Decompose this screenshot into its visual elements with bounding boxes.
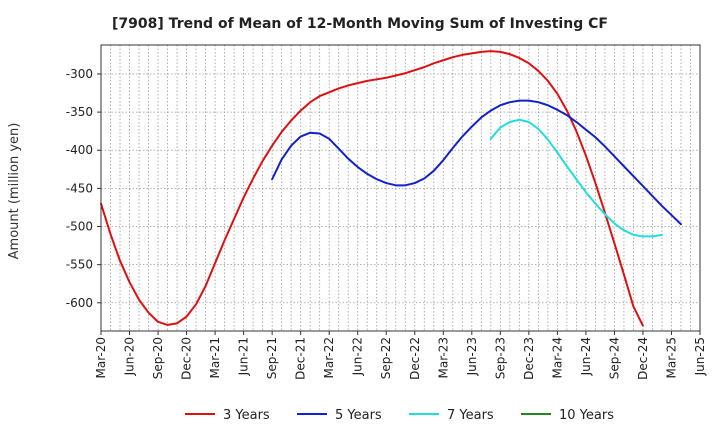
x-tick-label: Jun-21 [237, 337, 251, 376]
chart-title: [7908] Trend of Mean of 12-Month Moving … [112, 16, 608, 32]
series-lines [100, 50, 682, 327]
x-tick-labels: Mar-20 Jun-20 Sep-20 Dec-20 Mar-21 Jun-21 Sep-… [94, 331, 707, 380]
y-tick-label: -500 [66, 220, 93, 234]
series-line-3-years [100, 50, 644, 327]
x-tick-label: Sep-23 [493, 337, 507, 379]
series-line-5-years [271, 99, 682, 226]
x-tick-label: Sep-24 [607, 337, 621, 379]
x-tick-label: Dec-20 [180, 337, 194, 380]
legend-label-3-years: 3 Years [223, 408, 270, 423]
x-tick-label: Dec-22 [408, 337, 422, 380]
x-tick-label: Mar-24 [550, 337, 564, 378]
x-tick-label: Sep-21 [265, 337, 279, 379]
x-tick-label: Mar-25 [664, 337, 678, 378]
x-tick-label: Mar-23 [436, 337, 450, 378]
legend-label-5-years: 5 Years [335, 408, 382, 423]
x-tick-label: Dec-23 [522, 337, 536, 380]
x-tick-label: Jun-23 [465, 337, 479, 376]
x-tick-label: Mar-21 [208, 337, 222, 378]
x-tick-label: Jun-22 [351, 337, 365, 376]
x-tick-label: Jun-20 [123, 337, 137, 376]
y-tick-labels: -300 -350 -400 -450 -500 -550 -600 [66, 67, 101, 310]
x-tick-label: Mar-20 [94, 337, 108, 378]
x-tick-label: Sep-20 [151, 337, 165, 379]
plot-area [101, 45, 700, 331]
legend-label-7-years: 7 Years [447, 408, 494, 423]
y-tick-label: -400 [66, 143, 93, 157]
x-tick-label: Mar-22 [322, 337, 336, 378]
y-tick-label: -600 [66, 296, 93, 310]
x-tick-label: Dec-24 [636, 337, 650, 380]
series-line-7-years [489, 118, 663, 238]
x-tick-label: Jun-25 [693, 337, 707, 376]
x-tick-label: Dec-21 [294, 337, 308, 380]
y-tick-label: -550 [66, 258, 93, 272]
y-tick-label: -450 [66, 181, 93, 195]
legend: 3 Years 5 Years 7 Years 10 Years [185, 408, 614, 423]
plot-background [101, 45, 700, 331]
grid-lines [100, 45, 701, 331]
y-tick-label: -300 [66, 67, 93, 81]
x-tick-label: Sep-22 [379, 337, 393, 379]
legend-label-10-years: 10 Years [559, 408, 614, 423]
x-tick-label: Jun-24 [579, 337, 593, 376]
y-tick-label: -350 [66, 105, 93, 119]
y-axis-label: Amount (million yen) [7, 123, 22, 260]
